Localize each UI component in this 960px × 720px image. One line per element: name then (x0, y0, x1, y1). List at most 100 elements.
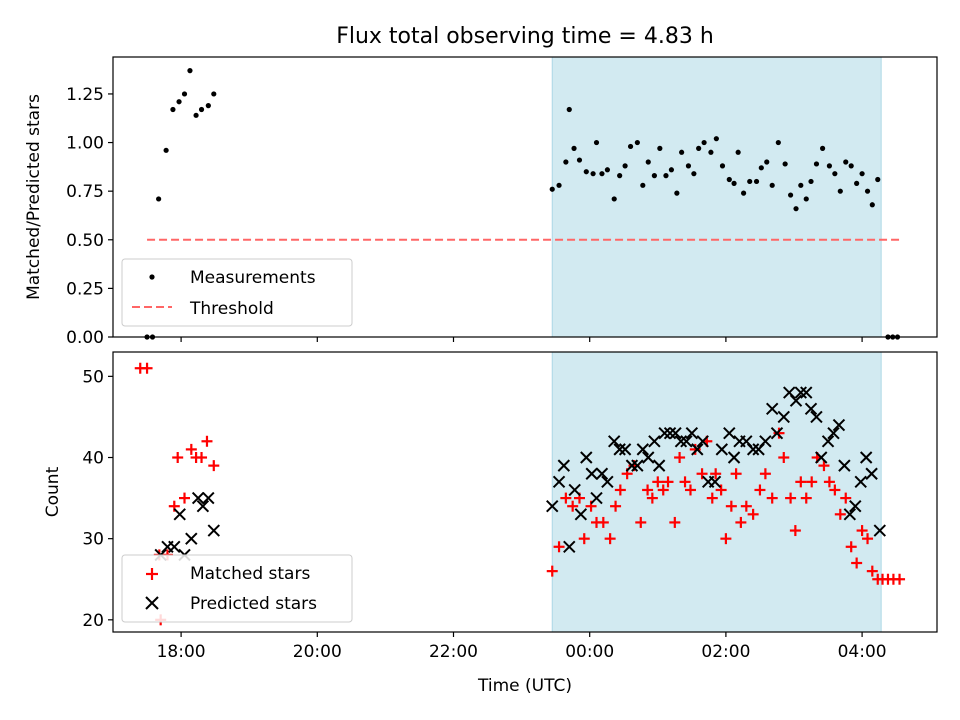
measurement-point (769, 182, 775, 188)
predicted-star-point (715, 443, 729, 456)
predicted-star-point (552, 475, 566, 489)
measurement-point (701, 139, 707, 146)
matched-star-point (669, 516, 681, 528)
measurement-point (611, 196, 617, 202)
legend-predicted-label: Predicted stars (190, 594, 317, 614)
matched-star-point (710, 468, 722, 480)
measurement-point (808, 178, 814, 185)
bottom-x-tick-label: 18:00 (157, 642, 206, 662)
matched-star-point (866, 565, 878, 577)
matched-star-point (208, 460, 220, 472)
matched-star-point (635, 516, 647, 528)
predicted-star-point (696, 435, 709, 448)
bottom-x-ticks: 18:00 20:00 22:00 00:00 02:00 04:00 (157, 632, 887, 662)
top-y-tick-label: 0.25 (66, 279, 104, 299)
predicted-star-point (800, 386, 813, 399)
predicted-star-point (636, 443, 650, 456)
measurement-point (875, 176, 881, 183)
measurement-point (731, 180, 737, 186)
matched-star-point (766, 492, 778, 504)
matched-star-point (674, 452, 686, 464)
predicted-star-point (546, 499, 559, 513)
measurement-point (170, 106, 176, 113)
predicted-star-point (568, 483, 581, 497)
measurement-point (563, 159, 569, 165)
predicted-star-point (746, 443, 760, 456)
bottom-observing-band (551, 351, 882, 633)
matched-star-point (614, 484, 626, 496)
predicted-star-point (196, 499, 210, 513)
bottom-y-tick-label: 40 (82, 449, 104, 469)
measurement-point (679, 149, 685, 155)
top-axes-frame (112, 56, 938, 338)
measurement-point (719, 163, 726, 169)
measurement-point (163, 147, 169, 153)
predicted-star-point (849, 499, 862, 513)
legend-measurement-marker (149, 274, 155, 280)
predicted-star-point (191, 491, 205, 505)
bottom-y-tick-label: 30 (82, 530, 104, 550)
measurement-point (826, 163, 833, 169)
matched-star-point (657, 484, 669, 496)
matched-star-point (179, 492, 191, 504)
predicted-star-point (642, 451, 655, 464)
legend-matched-marker (146, 568, 158, 580)
measurement-point (181, 91, 188, 97)
matched-star-point (689, 443, 701, 455)
measurement-point (640, 182, 646, 188)
predicted-star-point (832, 418, 846, 432)
predicted-star-point (168, 540, 181, 553)
measurement-point (604, 167, 611, 173)
matched-star-point (684, 484, 696, 496)
predicted-star-point (815, 451, 828, 464)
matched-star-point (840, 492, 852, 504)
matched-star-point (201, 435, 213, 447)
predicted-star-point (563, 540, 576, 553)
matched-star-point (845, 541, 857, 553)
predicted-star-point (685, 426, 699, 440)
predicted-star-point (669, 426, 682, 440)
matched-star-point (894, 573, 906, 585)
matched-star-point (642, 484, 654, 496)
matched-star-point (546, 565, 558, 577)
x-axis-label: Time (UTC) (477, 676, 572, 696)
measurement-point (187, 68, 193, 74)
predicted-star-point (854, 475, 867, 489)
top-y-ticks: 0.00 0.25 0.50 0.75 1.00 1.25 (66, 85, 113, 348)
matched-star-point (652, 476, 664, 488)
matched-star-point (646, 492, 658, 504)
measurement-point (198, 106, 205, 113)
matched-star-point (785, 492, 797, 504)
measurement-point (674, 190, 680, 196)
matched-star-point (725, 500, 737, 512)
measurement-point (599, 171, 605, 177)
top-y-tick-label: 0.75 (66, 182, 104, 202)
matched-star-point (172, 452, 184, 464)
predicted-star-point (674, 435, 688, 448)
matched-star-point (679, 476, 691, 488)
predicted-star-point (557, 459, 571, 472)
predicted-star-point (727, 451, 741, 464)
predicted-star-point (827, 426, 840, 440)
measurement-point (576, 157, 583, 163)
predicted-star-point (691, 443, 704, 456)
measurement-point (176, 99, 182, 105)
matched-star-point (747, 508, 759, 520)
predicted-star-point (859, 451, 873, 464)
matched-star-point (759, 468, 771, 480)
measurement-point (798, 182, 804, 188)
measurement-point (859, 171, 865, 177)
predicted-star-point (777, 410, 790, 424)
measurement-point (549, 186, 555, 192)
predicted-star-point (601, 475, 614, 489)
measurement-point (566, 106, 572, 113)
matched-star-point (829, 484, 841, 496)
matched-star-point (856, 525, 868, 537)
bottom-legend: Matched stars Predicted stars (121, 554, 353, 623)
predicted-star-point (804, 402, 818, 416)
measurement-point (837, 188, 843, 194)
measurement-point (787, 192, 794, 198)
matched-star-point (141, 362, 153, 374)
chart-title: Flux total observing time = 4.83 h (336, 24, 714, 49)
predicted-star-point (631, 459, 644, 472)
